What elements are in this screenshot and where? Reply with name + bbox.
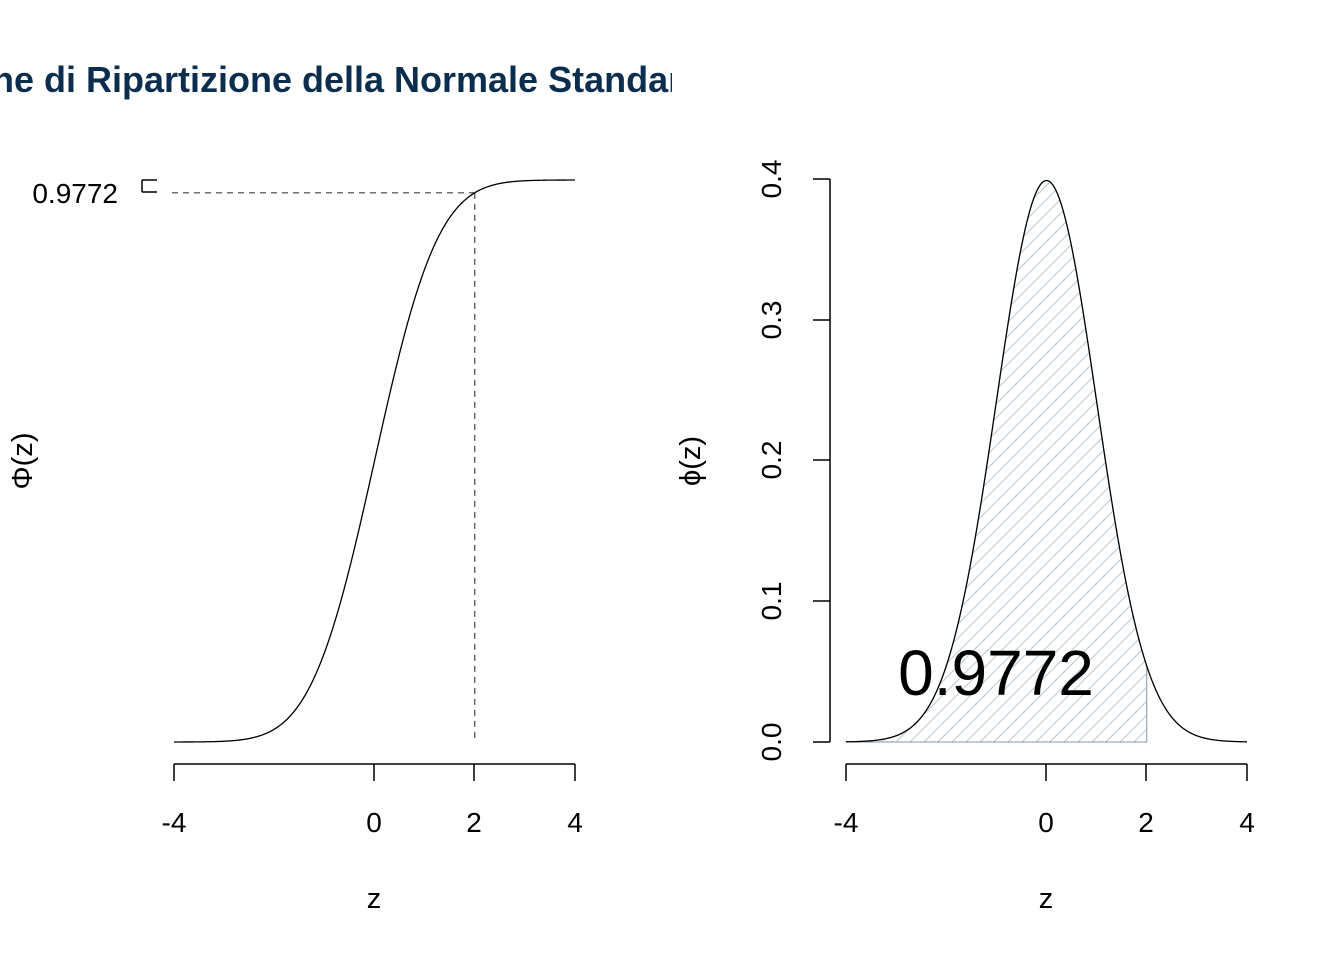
pdf-y-axis-label: ϕ(z) — [675, 436, 707, 486]
pdf-y-tick-label: 0.2 — [756, 441, 787, 480]
cdf-curve — [174, 179, 575, 743]
cdf-x-tick-label: -4 — [162, 807, 187, 838]
pdf-y-tick-label: 0.3 — [756, 301, 787, 340]
pdf-y-tick-label: 0.1 — [756, 582, 787, 621]
page-title: Funzione di Ripartizione della Normale S… — [0, 59, 672, 100]
cdf-panel: -4 0 2 4 z Φ(z) 1 0.9772 — [7, 178, 583, 915]
cdf-y-tick-mark — [141, 179, 157, 193]
pdf-x-tick-label: 4 — [1239, 807, 1255, 838]
pdf-y-tick-label: 0.4 — [756, 160, 787, 199]
pdf-x-tick-label: 2 — [1138, 807, 1154, 838]
cdf-value-label: 0.9772 — [32, 178, 118, 209]
pdf-curve — [845, 179, 1248, 743]
cdf-x-tick-label: 4 — [567, 807, 583, 838]
pdf-x-tick-label: 0 — [1038, 807, 1054, 838]
cdf-x-axis-label: z — [367, 883, 382, 915]
pdf-x-tick-label: -4 — [834, 807, 859, 838]
pdf-panel: -4 0 2 4 z ϕ(z) 0.0 0.1 0.2 0.3 0.4 0.97… — [675, 160, 1255, 915]
pdf-area-label: 0.9772 — [898, 637, 1094, 709]
pdf-x-axis-label: z — [1039, 883, 1054, 915]
cdf-x-tick-label: 0 — [366, 807, 382, 838]
cdf-y-axis-label: Φ(z) — [7, 433, 39, 490]
pdf-y-tick-label: 0.0 — [756, 723, 787, 762]
cdf-x-tick-label: 2 — [466, 807, 482, 838]
